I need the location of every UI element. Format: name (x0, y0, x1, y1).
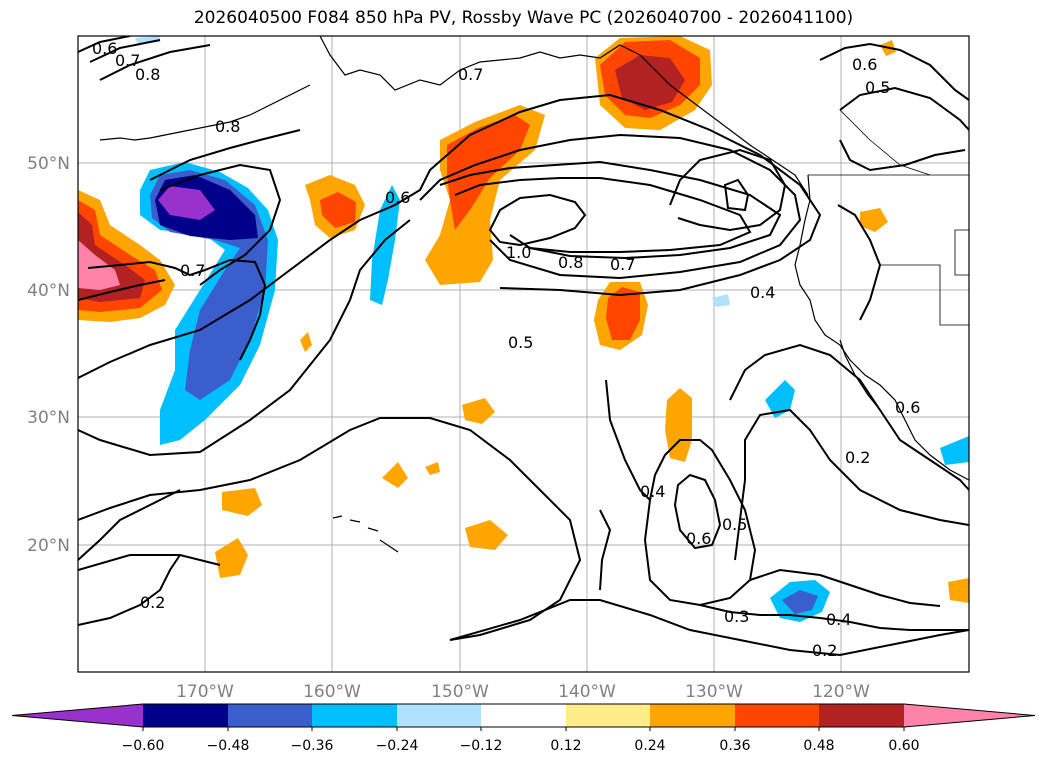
colorbar-tick-label: −0.48 (207, 738, 250, 754)
lon-label: 120°W (812, 682, 870, 702)
contour-label: 0.4 (826, 610, 851, 629)
colorbar-segment (566, 704, 650, 727)
colorbar-segment (650, 704, 735, 727)
colorbar-tick-label: 0.48 (803, 738, 834, 754)
map-title: 2026040500 F084 850 hPa PV, Rossby Wave … (193, 8, 854, 28)
map-area: 0.6 0.7 0.8 0.8 0.6 0.7 0.7 1.0 0.8 0.7 … (78, 36, 969, 672)
colorbar-segment (397, 704, 481, 727)
contour-label: 0.6 (852, 55, 877, 74)
lon-label: 170°W (176, 682, 234, 702)
contour-label: 0.6 (686, 529, 711, 548)
colorbar-segment (228, 704, 312, 727)
positive-anomaly-118w (860, 208, 888, 232)
latitude-labels: 50°N 40°N 30°N 20°N (27, 154, 70, 556)
longitude-labels: 170°W 160°W 150°W 140°W 130°W 120°W (176, 682, 870, 702)
colorbar-segment (312, 704, 397, 727)
colorbar-tick-label: −0.24 (376, 738, 419, 754)
colorbar-segment (481, 704, 566, 727)
alaska-coast (319, 36, 809, 196)
aleutians (99, 84, 311, 141)
contour-label: 0.8 (558, 253, 583, 272)
contour-label: 0.3 (724, 607, 749, 626)
lat-label: 20°N (27, 536, 70, 556)
contour-label: 0.6 (92, 39, 117, 58)
colorbar-tick-label: −0.36 (291, 738, 334, 754)
contour-label: 0.5 (865, 78, 890, 97)
colorbar-tick-label: −0.60 (122, 738, 165, 754)
colorbar-segment (819, 704, 904, 727)
pv-contours (78, 36, 969, 657)
colorbar-tick-label: 0.12 (550, 738, 581, 754)
contour-label: 0.4 (640, 482, 665, 501)
lon-label: 140°W (558, 682, 616, 702)
contour-label: 0.4 (750, 283, 775, 302)
colorbar-tick-label: 0.24 (634, 738, 665, 754)
contour-label: 0.7 (115, 51, 140, 70)
contour-label: 0.2 (140, 593, 165, 612)
contour-label: 0.7 (180, 261, 205, 280)
lon-label: 150°W (431, 682, 489, 702)
lat-label: 50°N (27, 154, 70, 174)
contour-label: 0.2 (845, 448, 870, 467)
political-borders (808, 109, 969, 326)
colorbar-extend-low (12, 704, 143, 727)
hawaii (332, 515, 399, 553)
contour-label: 0.7 (610, 255, 635, 274)
colorbar-segment (143, 704, 228, 727)
colorbar-extend-high (904, 704, 1035, 727)
colorbar: −0.60 −0.48 −0.36 −0.24 −0.12 0.12 0.24 … (11, 703, 1036, 754)
contour-label: 0.5 (722, 515, 747, 534)
map-frame (77, 35, 970, 673)
contour-labels: 0.6 0.7 0.8 0.8 0.6 0.7 0.7 1.0 0.8 0.7 … (92, 39, 920, 660)
coastlines (99, 36, 969, 553)
contour-label: 0.2 (812, 641, 837, 660)
contour-label: 1.0 (506, 243, 531, 262)
colorbar-tick-label: −0.12 (460, 738, 503, 754)
contour-label: 0.8 (135, 65, 160, 84)
contour-label: 0.5 (508, 333, 533, 352)
contour-1-0 (488, 193, 587, 247)
lon-label: 130°W (685, 682, 743, 702)
lat-label: 30°N (27, 408, 70, 428)
contour-label: 0.6 (385, 188, 410, 207)
contour-label: 0.7 (458, 65, 483, 84)
colorbar-tick-label: 0.60 (888, 738, 919, 754)
contour-label: 0.6 (895, 398, 920, 417)
north-america-coast (794, 174, 969, 481)
colorbar-tick-label: 0.36 (719, 738, 750, 754)
negative-anomaly-streak (370, 185, 400, 305)
lat-label: 40°N (27, 281, 70, 301)
lon-label: 160°W (303, 682, 361, 702)
contour-label: 0.8 (215, 117, 240, 136)
colorbar-segment (735, 704, 819, 727)
